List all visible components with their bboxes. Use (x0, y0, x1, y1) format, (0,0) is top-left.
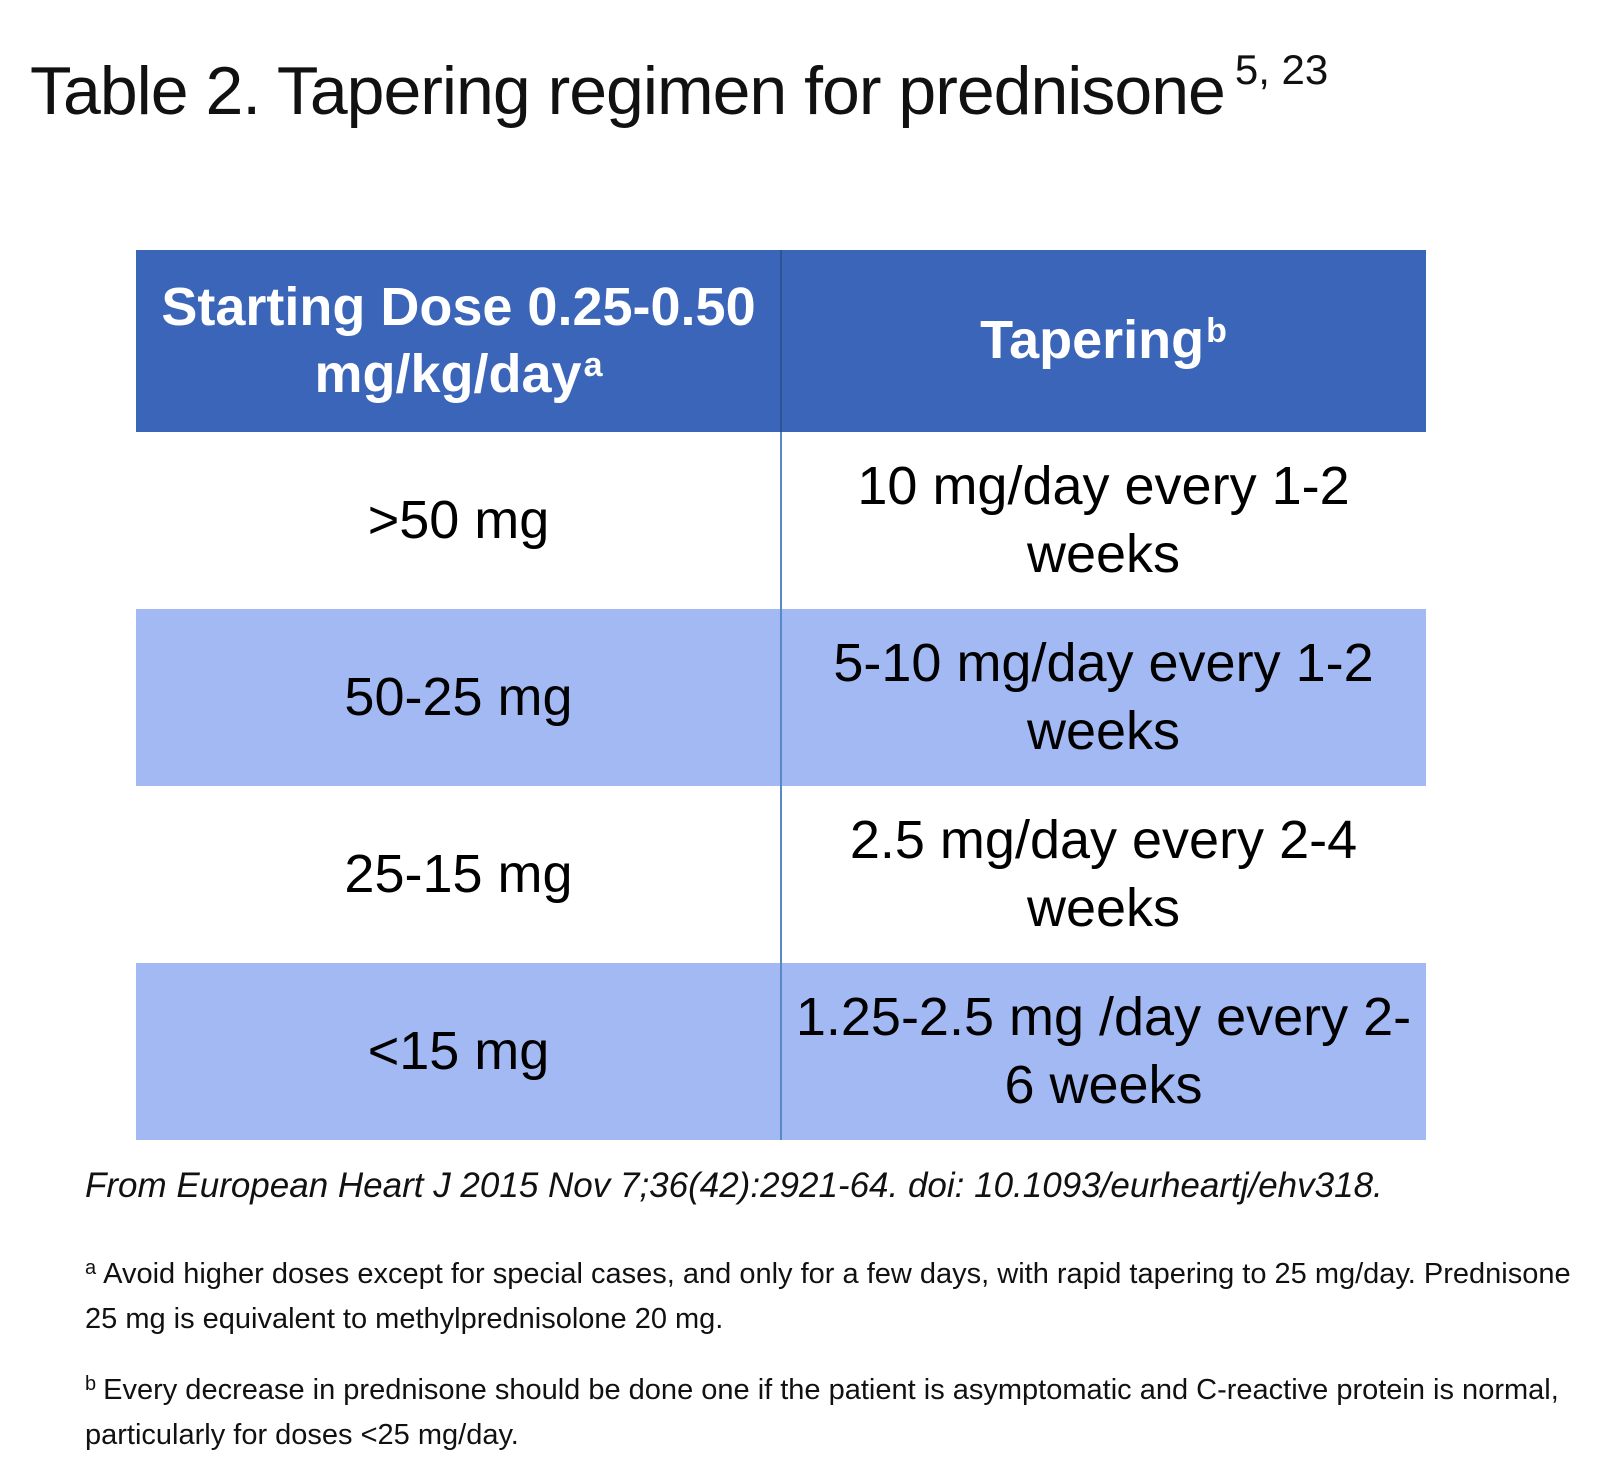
header-tapering-label: Tapering (980, 310, 1205, 371)
dose-cell: 25-15 mg (136, 786, 781, 963)
header-tapering-footnote-marker: b (1206, 312, 1227, 351)
table-row: 25-15 mg 2.5 mg/day every 2-4 weeks (136, 786, 1426, 963)
footnote-a-text: Avoid higher doses except for special ca… (85, 1258, 1571, 1335)
table-column-divider (780, 432, 782, 1140)
header-starting-dose-label: Starting Dose 0.25-0.50 mg/kg/day (161, 276, 756, 405)
tapering-value: 5-10 mg/day every 1-2 weeks (833, 633, 1374, 761)
tapering-value: 10 mg/day every 1-2 weeks (857, 456, 1350, 584)
tapering-value: 2.5 mg/day every 2-4 weeks (849, 810, 1358, 938)
dose-cell: <15 mg (136, 963, 781, 1140)
header-cell-tapering: Taperingb (781, 250, 1426, 432)
tapering-table: Starting Dose 0.25-0.50 mg/kg/daya Taper… (136, 250, 1426, 1140)
footnote-b: b Every decrease in prednisone should be … (85, 1368, 1580, 1458)
dose-value: >50 mg (367, 489, 550, 550)
tapering-cell: 5-10 mg/day every 1-2 weeks (781, 609, 1426, 786)
page-title: Table 2. Tapering regimen for prednisone… (30, 46, 1328, 130)
dose-value: <15 mg (367, 1020, 550, 1081)
tapering-cell: 10 mg/day every 1-2 weeks (781, 432, 1426, 609)
footnote-a: a Avoid higher doses except for special c… (85, 1252, 1580, 1342)
footnote-b-text: Every decrease in prednisone should be d… (85, 1374, 1559, 1451)
header-cell-starting-dose: Starting Dose 0.25-0.50 mg/kg/daya (136, 250, 781, 432)
tapering-cell: 1.25-2.5 mg /day every 2-6 weeks (781, 963, 1426, 1140)
header-column-divider (780, 250, 782, 432)
dose-cell: >50 mg (136, 432, 781, 609)
header-starting-dose-footnote-marker: a (583, 346, 603, 384)
footnote-a-marker: a (85, 1257, 97, 1279)
page-title-text: Table 2. Tapering regimen for prednisone (30, 53, 1226, 129)
tapering-cell: 2.5 mg/day every 2-4 weeks (781, 786, 1426, 963)
table-header-row: Starting Dose 0.25-0.50 mg/kg/daya Taper… (136, 250, 1426, 432)
dose-cell: 50-25 mg (136, 609, 781, 786)
dose-value: 25-15 mg (344, 843, 573, 904)
dose-value: 50-25 mg (344, 666, 573, 727)
tapering-value: 1.25-2.5 mg /day every 2-6 weeks (795, 987, 1412, 1115)
footnote-b-marker: b (85, 1373, 97, 1395)
source-citation: From European Heart J 2015 Nov 7;36(42):… (85, 1166, 1383, 1205)
table-row: >50 mg 10 mg/day every 1-2 weeks (136, 432, 1426, 609)
page-title-superscript: 5, 23 (1234, 46, 1329, 93)
